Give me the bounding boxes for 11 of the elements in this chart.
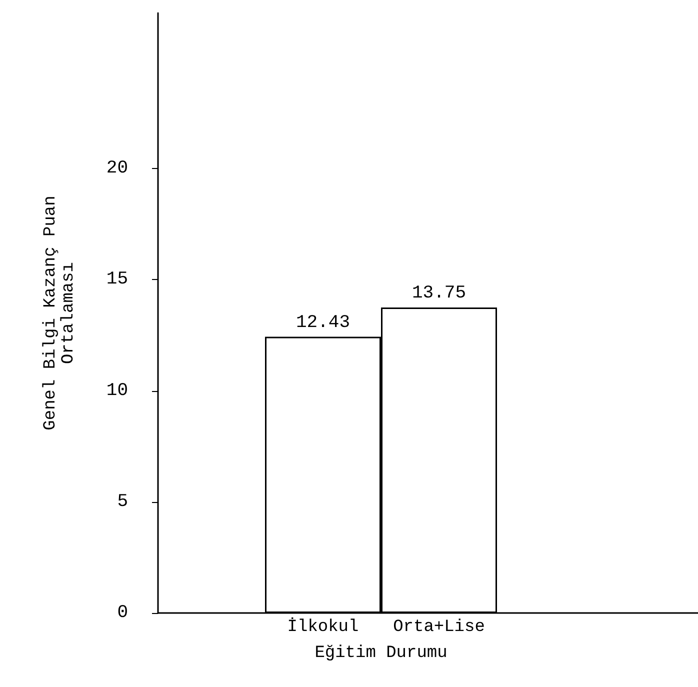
y-tick-label: 0 [117, 603, 128, 623]
x-tick-label: İlkokul [287, 617, 359, 637]
y-tick-label: 5 [117, 492, 128, 512]
y-axis-title: Genel Bilgi Kazanç Puan Ortalaması [42, 196, 78, 430]
y-tick-label: 15 [106, 270, 128, 290]
x-tick-label: Orta+Lise [393, 618, 485, 637]
y-tick-label: 10 [106, 380, 128, 401]
x-axis-title: Eğitim Durumu [314, 644, 448, 663]
y-tick-label: 20 [106, 158, 128, 179]
data-label: 12.43 [296, 312, 350, 333]
data-label: 13.75 [412, 283, 466, 304]
